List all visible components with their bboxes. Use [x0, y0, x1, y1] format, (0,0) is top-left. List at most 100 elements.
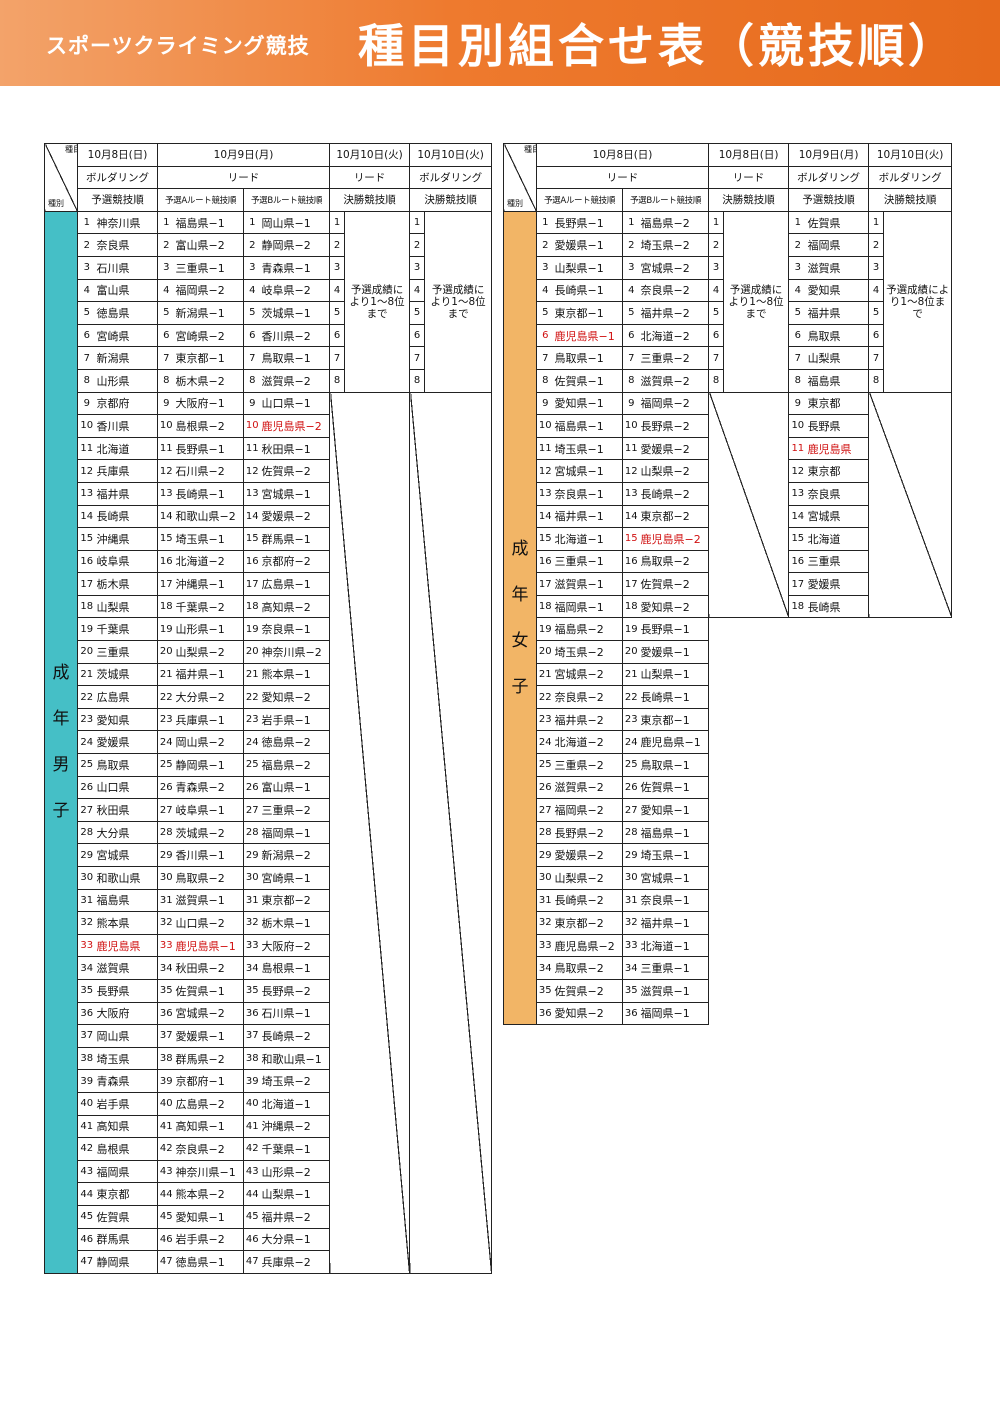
boulder-final-number: 2 [409, 233, 425, 257]
lead-a-entry-number: 20 [157, 640, 175, 664]
corner-event-label: 種目 [65, 145, 77, 154]
empty-slot [868, 391, 953, 619]
boulder-qual-entry: 徳島県 [95, 301, 159, 325]
date-header: 10月8日(日) [535, 143, 710, 167]
lead-b-entry-number: 42 [243, 1137, 261, 1161]
table-row: 18 山梨県 18 千葉県−2 18 高知県−2 [45, 594, 492, 619]
lead-a-entry: 長崎県−2 [553, 888, 623, 913]
table-row: 12 兵庫県 12 石川県−2 12 佐賀県−2 [45, 459, 492, 483]
lead-b-entry-number: 1 [622, 210, 640, 235]
lead-b-entry-number: 35 [622, 978, 640, 1003]
lead-b-entry-number: 45 [243, 1204, 261, 1229]
lead-a-entry-number: 14 [157, 504, 175, 529]
table-row: 14 福井県−1 14 東京都−2 14 宮城県 [504, 504, 952, 529]
lead-b-entry-number: 29 [622, 843, 640, 867]
lead-b-entry-number: 17 [243, 572, 261, 596]
lead-b-entry: 長野県−2 [639, 414, 710, 438]
lead-final-number: 2 [329, 233, 345, 257]
title-banner: スポーツクライミング競技 種目別組合せ表（競技順） [0, 0, 1000, 86]
lead-a-entry: 滋賀県−2 [553, 775, 623, 800]
boulder-qual-entry-number: 32 [77, 911, 96, 935]
lead-b-entry: 新潟県−2 [260, 843, 331, 867]
table-row: 34 鳥取県−2 34 三重県−1 [504, 956, 952, 980]
lead-b-entry: 神奈川県−2 [260, 640, 331, 664]
lead-b-entry-number: 24 [243, 730, 261, 755]
lead-a-entry-number: 33 [157, 933, 175, 958]
lead-b-entry-number: 15 [622, 527, 640, 551]
lead-b-entry: 高知県−2 [260, 594, 331, 619]
lead-a-entry-number: 12 [536, 459, 554, 483]
lead-a-entry-number: 32 [536, 911, 554, 935]
lead-b-entry-number: 10 [243, 414, 261, 438]
lead-a-entry-number: 27 [536, 798, 554, 822]
lead-a-entry-number: 22 [157, 685, 175, 709]
lead-b-entry-number: 13 [622, 481, 640, 506]
boulder-qual-entry-number: 12 [77, 459, 96, 483]
lead-a-entry: 東京都−1 [553, 301, 623, 325]
lead-a-entry: 長野県−1 [553, 210, 623, 235]
lead-a-entry: 宮城県−1 [553, 459, 623, 483]
lead-b-entry-number: 31 [243, 888, 261, 913]
boulder-qual-entry-number: 15 [77, 527, 96, 551]
lead-final-number: 2 [708, 233, 724, 257]
boulder-qual-entry: 愛媛県 [806, 572, 870, 596]
boulder-qual-entry-number: 12 [788, 459, 807, 483]
event-header: リード [157, 165, 331, 190]
lead-a-entry-number: 24 [157, 730, 175, 755]
lead-b-entry: 岐阜県−2 [260, 278, 331, 303]
lead-b-entry: 滋賀県−2 [260, 368, 331, 393]
lead-b-entry-number: 22 [622, 685, 640, 709]
boulder-qual-entry: 熊本県 [95, 911, 159, 935]
boulder-qual-entry: 岡山県 [95, 1024, 159, 1048]
lead-a-entry: 三重県−1 [553, 549, 623, 574]
lead-b-entry: 富山県−1 [260, 775, 331, 800]
lead-b-entry: 秋田県−1 [260, 436, 331, 461]
lead-a-entry: 奈良県−1 [553, 481, 623, 506]
boulder-qual-entry-number: 10 [788, 414, 807, 438]
lead-a-entry-number: 14 [536, 504, 554, 529]
table-row: 32 東京都−2 32 福井県−1 [504, 911, 952, 935]
lead-a-entry: 兵庫県−1 [174, 707, 245, 732]
boulder-final-number: 8 [868, 368, 884, 393]
boulder-qual-entry: 沖縄県 [95, 527, 159, 551]
lead-a-entry-number: 12 [157, 459, 175, 483]
lead-b-entry-number: 37 [243, 1024, 261, 1048]
table-row: 成年男子 1 神奈川県 1 福島県−1 1 岡山県−1 1 予選成績により1～8位まで 1 予選成績… [44, 210, 493, 1274]
lead-a-entry: 佐賀県−1 [174, 978, 245, 1003]
lead-b-entry: 愛媛県−2 [260, 504, 331, 529]
lead-b-entry-number: 33 [243, 933, 261, 958]
boulder-qual-entry: 三重県 [95, 640, 159, 664]
lead-a-entry-number: 19 [536, 617, 554, 642]
lead-b-entry: 北海道−1 [639, 933, 710, 958]
boulder-qual-entry-number: 8 [77, 368, 96, 393]
lead-a-entry-number: 2 [536, 233, 554, 257]
boulder-qual-entry-number: 36 [77, 1001, 96, 1026]
lead-a-entry: 北海道−1 [553, 527, 623, 551]
lead-a-entry: 秋田県−2 [174, 956, 245, 980]
lead-final-number: 5 [708, 301, 724, 325]
lead-b-entry-number: 27 [243, 798, 261, 822]
corner-category-label: 種別 [507, 198, 523, 208]
lead-b-entry: 静岡県−2 [260, 233, 331, 257]
category-label: 成年男子 [44, 210, 78, 1274]
lead-a-entry-number: 25 [536, 753, 554, 777]
table-row: 46 群馬県 46 岩手県−2 46 大分県−1 [45, 1227, 492, 1252]
lead-a-entry-number: 6 [536, 323, 554, 348]
lead-b-entry: 宮城県−1 [260, 481, 331, 506]
lead-b-entry: 三重県−2 [260, 798, 331, 822]
lead-b-entry: 山口県−1 [260, 391, 331, 416]
final-note: 予選成績により1～8位まで [424, 210, 493, 393]
table-row: 24 愛媛県 24 岡山県−2 24 徳島県−2 [45, 730, 492, 755]
lead-a-entry: 長野県−2 [553, 820, 623, 845]
boulder-qual-entry: 和歌山県 [95, 866, 159, 890]
lead-a-entry-number: 15 [536, 527, 554, 551]
table-row: 41 高知県 41 高知県−1 41 沖縄県−2 [45, 1114, 492, 1139]
lead-a-entry: 鹿児島県−1 [553, 323, 623, 348]
boulder-qual-entry-number: 11 [788, 436, 807, 461]
lead-a-entry: 愛知県−1 [553, 391, 623, 416]
lead-b-entry: 愛媛県−2 [639, 436, 710, 461]
lead-final-number: 3 [708, 255, 724, 280]
final-note: 予選成績により1～8位まで [723, 210, 790, 393]
lead-b-entry-number: 1 [243, 210, 261, 235]
lead-b-entry-number: 2 [243, 233, 261, 257]
